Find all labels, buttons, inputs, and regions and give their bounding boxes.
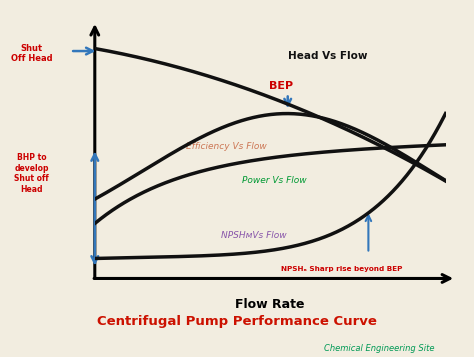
Text: NPSHₐ Sharp rise beyond BEP: NPSHₐ Sharp rise beyond BEP [281, 266, 402, 272]
Text: NPSHᴍVs Flow: NPSHᴍVs Flow [221, 231, 287, 241]
Text: BHP to
develop
Shut off
Head: BHP to develop Shut off Head [14, 154, 49, 193]
Text: Chemical Engineering Site: Chemical Engineering Site [324, 343, 435, 353]
Text: Flow Rate: Flow Rate [236, 298, 305, 311]
Text: Centrifugal Pump Performance Curve: Centrifugal Pump Performance Curve [97, 315, 377, 328]
Text: Efficiency Vs Flow: Efficiency Vs Flow [186, 141, 267, 151]
Text: Shut
Off Head: Shut Off Head [11, 44, 53, 63]
Text: Head Vs Flow: Head Vs Flow [288, 51, 367, 61]
Text: BEP: BEP [269, 81, 293, 91]
Text: Power Vs Flow: Power Vs Flow [242, 176, 307, 186]
